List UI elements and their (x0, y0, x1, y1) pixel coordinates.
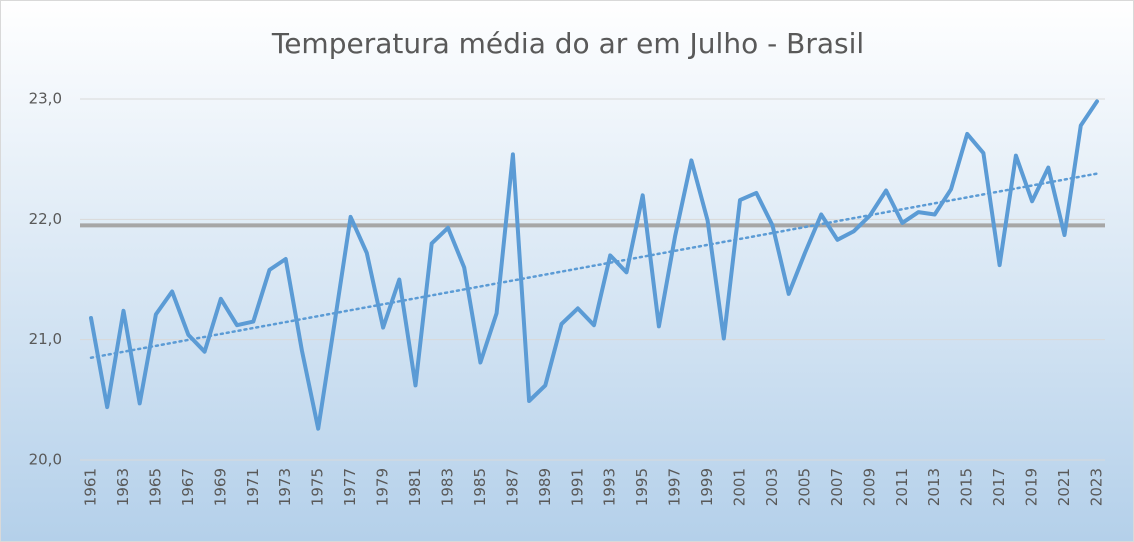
x-tick-label: 2019 (1023, 468, 1041, 506)
x-tick-label: 2021 (1055, 468, 1073, 506)
x-tick-label: 1969 (211, 468, 229, 506)
x-tick-label: 1987 (503, 468, 521, 506)
x-tick-label: 2011 (893, 468, 911, 506)
x-tick-label: 1971 (244, 468, 262, 506)
trendline (89, 172, 1099, 359)
x-tick-label: 1993 (601, 468, 619, 506)
x-tick-label: 1967 (179, 468, 197, 506)
y-tick-label: 20,0 (29, 451, 62, 469)
y-tick-label: 21,0 (29, 330, 62, 348)
y-tick-label: 22,0 (29, 210, 62, 228)
x-tick-label: 2003 (763, 468, 781, 506)
x-tick-label: 1995 (633, 468, 651, 506)
x-tick-label: 1973 (276, 468, 294, 506)
x-tick-label: 1985 (471, 468, 489, 506)
x-tick-label: 1981 (406, 468, 424, 506)
x-tick-label: 2017 (990, 468, 1008, 506)
x-tick-label: 1963 (114, 468, 132, 506)
data-line (89, 99, 1099, 431)
x-tick-label: 2013 (925, 468, 943, 506)
x-tick-label: 2005 (795, 468, 813, 506)
x-tick-label: 2001 (731, 468, 749, 506)
x-tick-label: 1975 (309, 468, 327, 506)
x-tick-label: 1989 (536, 468, 554, 506)
x-tick-label: 2023 (1088, 468, 1106, 506)
x-tick-label: 2015 (958, 468, 976, 506)
y-tick-label: 23,0 (29, 90, 62, 108)
x-tick-label: 1977 (341, 468, 359, 506)
x-tick-label: 1983 (438, 468, 456, 506)
chart-title: Temperatura média do ar em Julho - Brasi… (271, 27, 864, 60)
x-tick-label: 1965 (146, 468, 164, 506)
x-tick-label: 1961 (82, 468, 100, 506)
x-tick-label: 2007 (828, 468, 846, 506)
x-tick-label: 1991 (568, 468, 586, 506)
x-tick-label: 2009 (860, 468, 878, 506)
x-tick-label: 1979 (374, 468, 392, 506)
x-tick-label: 1997 (666, 468, 684, 506)
x-tick-label: 1999 (698, 468, 716, 506)
